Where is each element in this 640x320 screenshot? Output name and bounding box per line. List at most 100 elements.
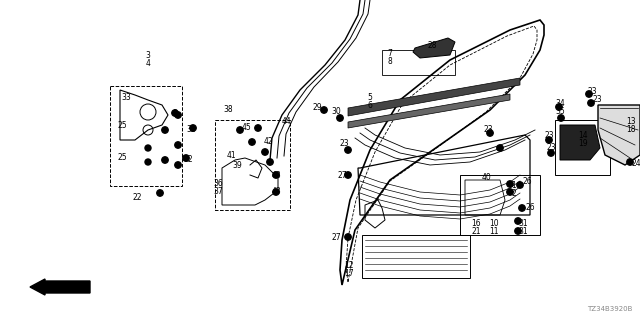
Text: 42: 42 <box>263 138 273 147</box>
Text: 21: 21 <box>471 228 481 236</box>
Circle shape <box>162 127 168 133</box>
Circle shape <box>162 157 168 163</box>
Circle shape <box>588 100 594 106</box>
Circle shape <box>175 112 181 118</box>
Circle shape <box>262 149 268 155</box>
Circle shape <box>627 159 633 165</box>
Text: 23: 23 <box>592 95 602 105</box>
Circle shape <box>157 190 163 196</box>
Text: 23: 23 <box>339 140 349 148</box>
Circle shape <box>190 125 196 131</box>
Circle shape <box>586 91 592 97</box>
Text: 27: 27 <box>331 233 341 242</box>
Text: 23: 23 <box>483 125 493 134</box>
Text: 11: 11 <box>489 228 499 236</box>
Text: 35: 35 <box>555 108 565 116</box>
Circle shape <box>175 162 181 168</box>
Text: 37: 37 <box>213 188 223 196</box>
Text: 31: 31 <box>518 228 528 236</box>
Text: 1: 1 <box>511 180 516 189</box>
Text: 38: 38 <box>223 106 233 115</box>
Circle shape <box>273 189 279 195</box>
Text: 29: 29 <box>312 103 322 113</box>
Circle shape <box>337 115 343 121</box>
Text: 43: 43 <box>272 188 282 196</box>
Circle shape <box>558 115 564 121</box>
Text: 6: 6 <box>367 101 372 110</box>
Text: 16: 16 <box>471 220 481 228</box>
Circle shape <box>237 127 243 133</box>
Text: 5: 5 <box>367 93 372 102</box>
Text: TZ34B3920B: TZ34B3920B <box>587 306 632 312</box>
Circle shape <box>145 145 151 151</box>
Text: 44: 44 <box>281 117 291 126</box>
Text: 25: 25 <box>117 122 127 131</box>
Text: 33: 33 <box>121 92 131 101</box>
Polygon shape <box>598 105 640 165</box>
Polygon shape <box>413 38 455 58</box>
Circle shape <box>345 147 351 153</box>
Text: 24: 24 <box>631 158 640 167</box>
Text: 19: 19 <box>578 140 588 148</box>
Text: 3: 3 <box>145 51 150 60</box>
Circle shape <box>497 145 503 151</box>
Text: 31: 31 <box>518 220 528 228</box>
Text: 36: 36 <box>213 180 223 188</box>
FancyArrow shape <box>30 279 90 295</box>
Text: 13: 13 <box>626 117 636 126</box>
Circle shape <box>517 182 524 188</box>
Circle shape <box>183 155 189 161</box>
Text: 2: 2 <box>511 188 516 197</box>
Text: 32: 32 <box>186 125 196 134</box>
Circle shape <box>519 205 525 211</box>
Polygon shape <box>348 78 520 116</box>
Text: 10: 10 <box>489 220 499 228</box>
Circle shape <box>548 150 554 156</box>
Text: 25: 25 <box>117 154 127 163</box>
Circle shape <box>515 228 521 234</box>
Polygon shape <box>560 125 600 160</box>
Text: 8: 8 <box>388 58 392 67</box>
Text: 14: 14 <box>578 132 588 140</box>
Text: 26: 26 <box>525 204 535 212</box>
Circle shape <box>175 142 181 148</box>
Text: 39: 39 <box>232 162 242 171</box>
Text: 27: 27 <box>337 171 347 180</box>
Text: 17: 17 <box>344 268 354 277</box>
Circle shape <box>249 139 255 145</box>
Text: 23: 23 <box>544 131 554 140</box>
Text: 32: 32 <box>183 156 193 164</box>
Text: 26: 26 <box>522 178 532 187</box>
Circle shape <box>515 218 521 224</box>
Text: 40: 40 <box>482 173 492 182</box>
Text: 28: 28 <box>428 42 436 51</box>
Circle shape <box>507 189 513 195</box>
Text: 23: 23 <box>587 87 597 97</box>
Text: FR.: FR. <box>93 282 111 292</box>
Text: 22: 22 <box>132 194 141 203</box>
Text: 4: 4 <box>145 59 150 68</box>
Circle shape <box>556 104 562 110</box>
Text: 7: 7 <box>388 50 392 59</box>
Circle shape <box>321 107 327 113</box>
Text: 41: 41 <box>226 150 236 159</box>
Circle shape <box>507 181 513 187</box>
Circle shape <box>145 159 151 165</box>
Circle shape <box>487 130 493 136</box>
Text: 30: 30 <box>331 108 341 116</box>
Text: 23: 23 <box>546 143 556 153</box>
Circle shape <box>345 234 351 240</box>
Polygon shape <box>348 94 510 128</box>
Circle shape <box>172 110 178 116</box>
Text: 45: 45 <box>242 124 252 132</box>
Text: 18: 18 <box>627 125 636 134</box>
Circle shape <box>546 137 552 143</box>
Circle shape <box>267 159 273 165</box>
Circle shape <box>273 172 279 178</box>
Circle shape <box>345 172 351 178</box>
Text: 12: 12 <box>344 260 354 269</box>
Text: 9: 9 <box>173 108 177 117</box>
Circle shape <box>255 125 261 131</box>
Text: 43: 43 <box>272 171 282 180</box>
Text: 34: 34 <box>555 100 565 108</box>
